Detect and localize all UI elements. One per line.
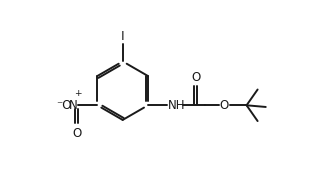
Text: ⁻O: ⁻O [56,99,72,112]
Text: +: + [74,89,81,98]
Text: O: O [220,99,229,112]
Text: O: O [72,127,81,140]
Text: I: I [121,30,125,43]
Text: N: N [69,99,77,112]
Text: O: O [191,71,200,84]
Text: NH: NH [168,99,186,112]
